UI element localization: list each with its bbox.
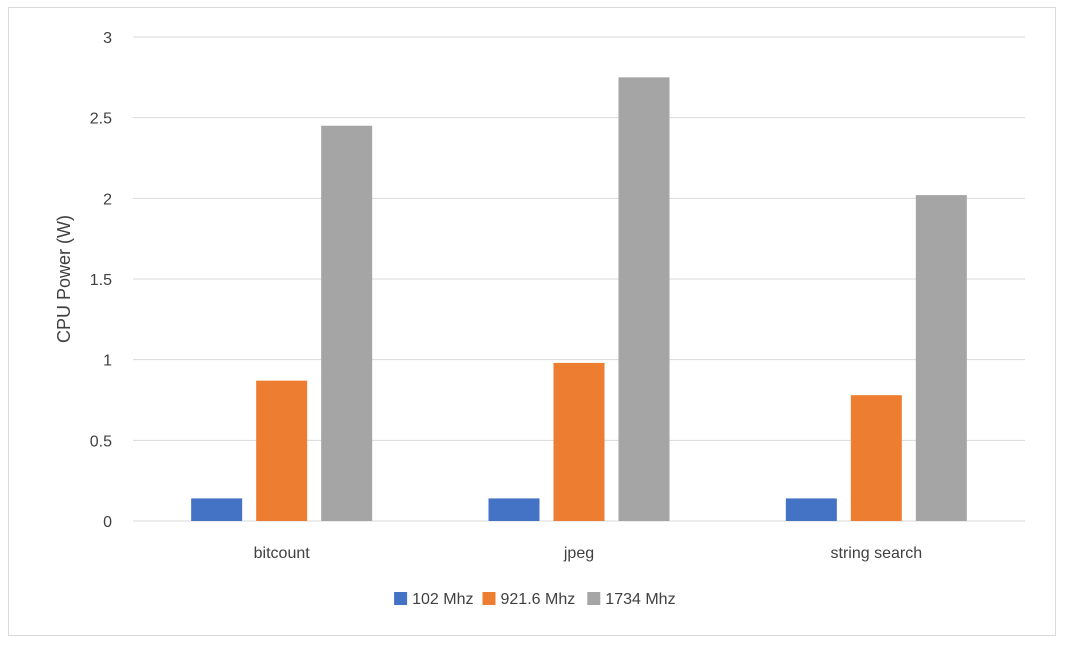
bar-jpeg-102-Mhz <box>488 498 540 521</box>
y-tick-label: 3 <box>103 30 112 47</box>
legend-item: 1734 Mhz <box>587 591 676 608</box>
legend-swatch <box>587 592 601 605</box>
y-axis-ticks: 0 0.5 1 1.5 2 2.5 3 <box>90 30 112 531</box>
legend: 102 Mhz 921.6 Mhz 1734 Mhz <box>394 591 676 608</box>
y-tick-label: 0 <box>103 514 112 531</box>
bars <box>191 77 967 521</box>
bar-string-search-102-Mhz <box>785 498 837 521</box>
legend-item: 102 Mhz <box>394 591 473 608</box>
bar-string-search-1734-Mhz <box>915 195 967 521</box>
legend-item: 921.6 Mhz <box>482 591 576 608</box>
bar-bitcount-102-Mhz <box>191 498 243 521</box>
bar-bitcount-1734-Mhz <box>321 125 373 521</box>
legend-swatch <box>394 592 408 605</box>
bar-bitcount-921_6-Mhz <box>256 380 308 521</box>
chart-frame <box>8 7 1056 636</box>
x-tick-label: bitcount <box>254 545 311 562</box>
y-tick-label: 1.5 <box>90 272 112 289</box>
y-tick-label: 2.5 <box>90 111 112 128</box>
legend-label: 921.6 Mhz <box>501 591 576 608</box>
legend-label: 102 Mhz <box>412 591 473 608</box>
legend-label: 1734 Mhz <box>605 591 675 608</box>
y-axis-title: CPU Power (W) <box>54 215 74 343</box>
x-axis-ticks: bitcount jpeg string search <box>254 545 922 562</box>
bar-jpeg-1734-Mhz <box>618 77 670 521</box>
y-tick-label: 1 <box>103 353 112 370</box>
x-tick-label: jpeg <box>563 545 594 562</box>
y-tick-label: 0.5 <box>90 433 112 450</box>
legend-swatch <box>482 592 496 605</box>
bar-jpeg-921_6-Mhz <box>553 362 605 521</box>
y-tick-label: 2 <box>103 191 112 208</box>
bar-string-search-921_6-Mhz <box>850 395 902 521</box>
x-tick-label: string search <box>831 545 923 562</box>
